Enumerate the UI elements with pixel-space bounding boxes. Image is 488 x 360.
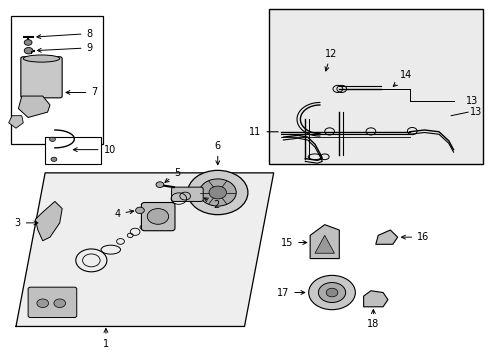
- Polygon shape: [363, 291, 387, 307]
- Text: 5: 5: [164, 168, 180, 182]
- FancyBboxPatch shape: [268, 9, 482, 164]
- Text: 14: 14: [392, 70, 411, 86]
- Circle shape: [37, 299, 48, 307]
- Text: 13: 13: [465, 96, 477, 107]
- Circle shape: [24, 40, 32, 45]
- Text: 1: 1: [102, 329, 109, 349]
- Text: 8: 8: [37, 28, 92, 39]
- FancyBboxPatch shape: [11, 16, 103, 144]
- Circle shape: [325, 288, 337, 297]
- Polygon shape: [9, 116, 23, 128]
- Text: 10: 10: [73, 145, 116, 155]
- Circle shape: [49, 137, 55, 141]
- Text: 3: 3: [15, 218, 38, 228]
- Text: 7: 7: [66, 87, 98, 98]
- Circle shape: [208, 186, 226, 199]
- Polygon shape: [19, 96, 50, 117]
- Circle shape: [187, 170, 247, 215]
- Circle shape: [308, 275, 355, 310]
- Circle shape: [135, 207, 144, 213]
- FancyBboxPatch shape: [21, 57, 62, 98]
- FancyBboxPatch shape: [28, 287, 77, 318]
- FancyBboxPatch shape: [141, 203, 175, 231]
- Text: 13: 13: [468, 107, 481, 117]
- Text: 2: 2: [203, 198, 219, 210]
- Text: 18: 18: [366, 310, 379, 329]
- FancyBboxPatch shape: [171, 187, 203, 202]
- Circle shape: [147, 208, 168, 224]
- Circle shape: [199, 179, 236, 206]
- Text: 15: 15: [280, 238, 306, 248]
- Polygon shape: [314, 235, 334, 253]
- Polygon shape: [35, 202, 62, 241]
- Text: 6: 6: [214, 141, 221, 165]
- Circle shape: [318, 283, 345, 302]
- Polygon shape: [375, 230, 397, 244]
- Text: 16: 16: [401, 232, 428, 242]
- Polygon shape: [309, 225, 339, 258]
- Text: 4: 4: [114, 209, 133, 219]
- Text: 17: 17: [276, 288, 304, 297]
- Circle shape: [24, 48, 33, 54]
- Circle shape: [54, 299, 65, 307]
- Text: 11: 11: [249, 127, 278, 137]
- FancyBboxPatch shape: [45, 137, 101, 164]
- Polygon shape: [16, 173, 273, 327]
- Circle shape: [156, 182, 163, 188]
- Ellipse shape: [23, 55, 60, 62]
- Text: 12: 12: [324, 49, 336, 71]
- Text: 9: 9: [37, 43, 92, 53]
- Circle shape: [51, 157, 57, 161]
